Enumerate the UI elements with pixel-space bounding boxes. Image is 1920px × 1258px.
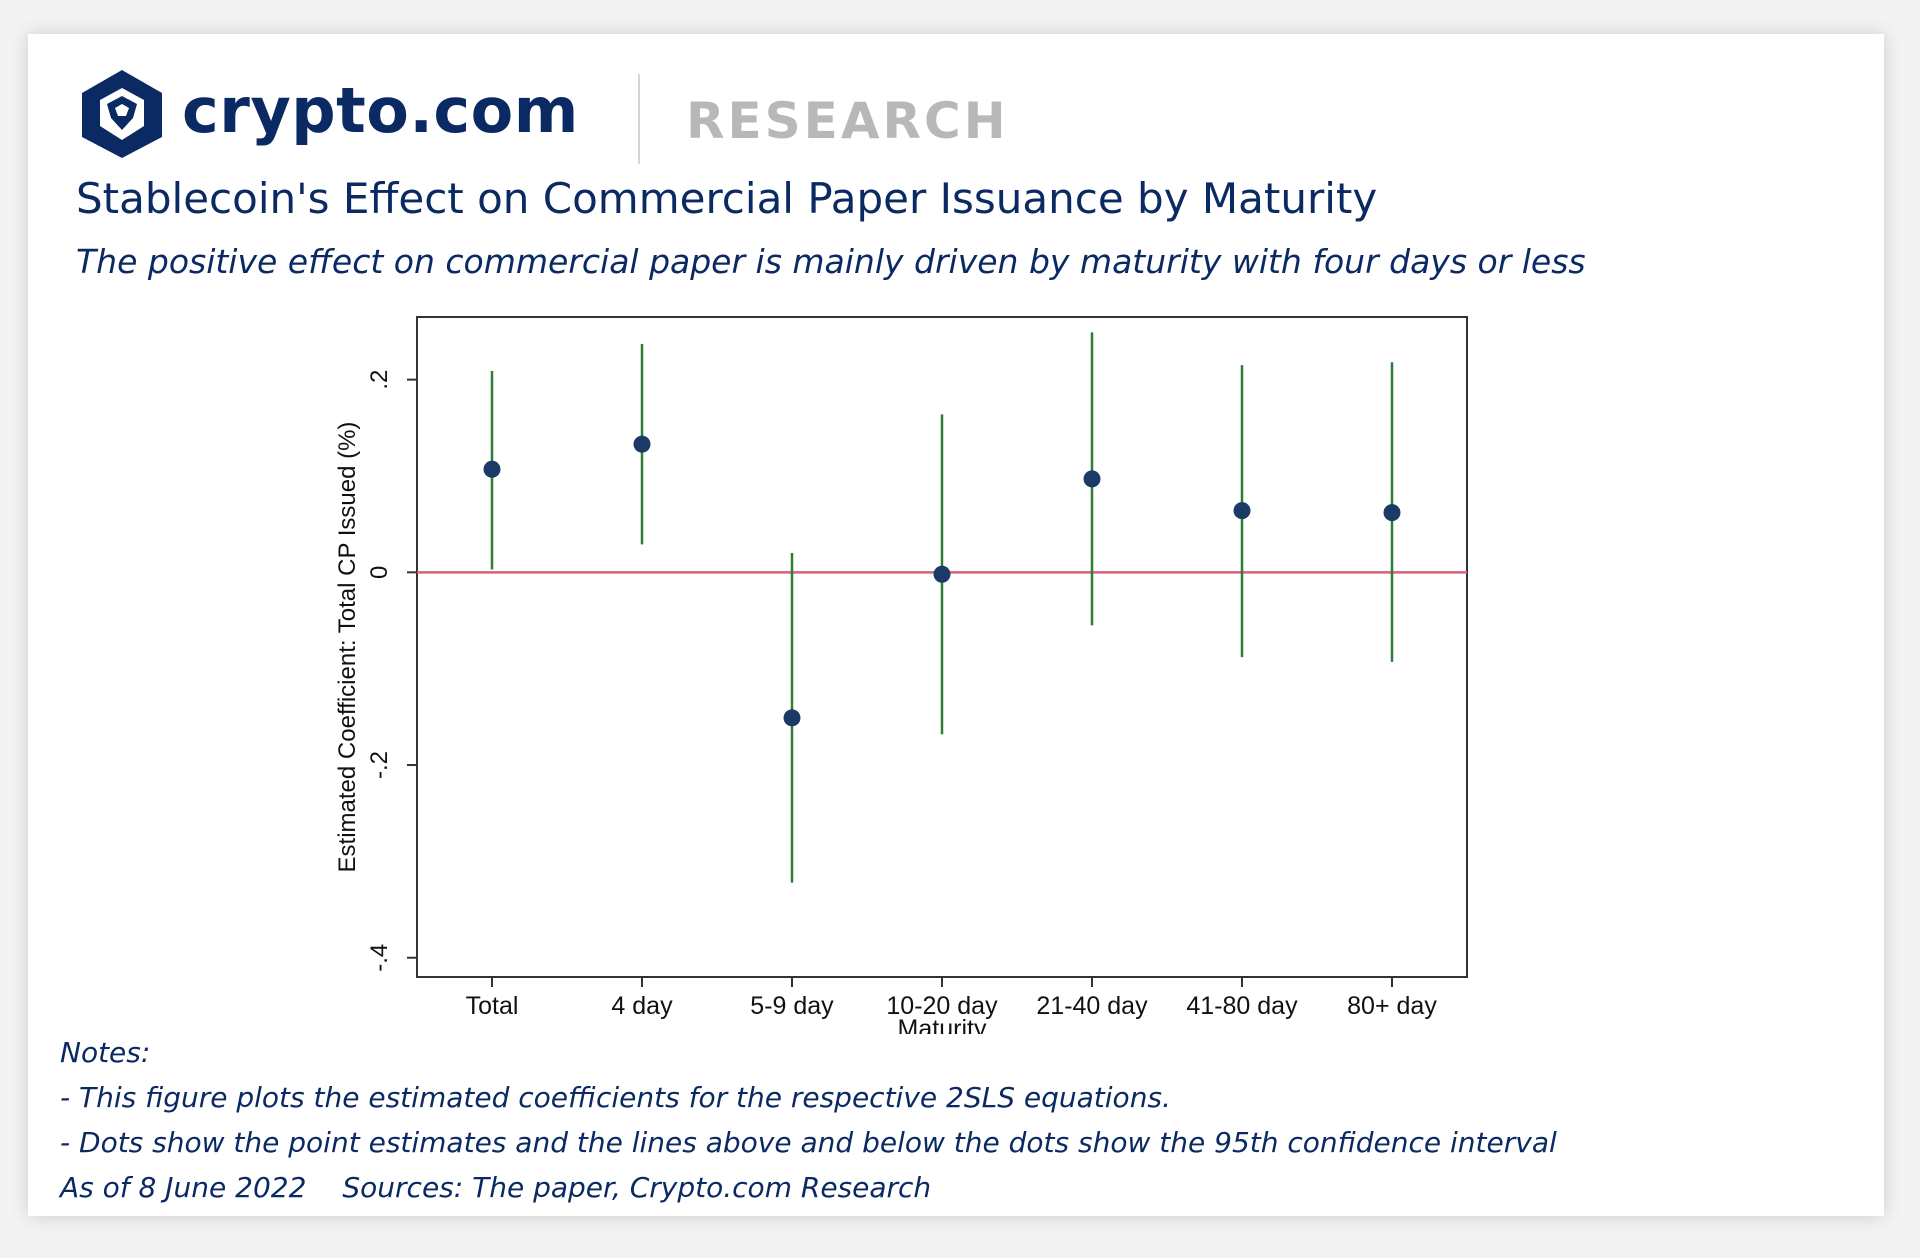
sources: Sources: The paper, Crypto.com Research [342,1171,932,1204]
header: crypto.com RESEARCH [76,68,1276,164]
point-estimate [1233,502,1251,520]
x-tick-label: 5-9 day [750,992,834,1020]
x-axis-label: Maturity [898,1015,987,1034]
x-tick-label: 80+ day [1347,992,1437,1020]
chart-subtitle: The positive effect on commercial paper … [76,242,1586,281]
point-estimate [933,565,951,583]
y-axis: -.4 -.2 0 .2 [366,370,417,972]
y-tick-label: 0 [366,566,393,579]
notes: Notes: - This figure plots the estimated… [60,1030,1557,1210]
notes-heading: Notes: [60,1036,151,1069]
x-tick-label: 41-80 day [1186,992,1298,1020]
y-axis-label: Estimated Coefficient: Total CP Issued (… [334,422,361,873]
x-axis: Total 4 day 5-9 day 10-20 day 21-40 day 41-80… [466,977,1437,1020]
crypto-com-lion-shield-icon [82,70,162,158]
as-of-date: As of 8 June 2022 [60,1171,307,1204]
footer: As of 8 June 2022 Sources: The paper, Cry… [60,1165,1557,1210]
point-estimate [1083,470,1101,488]
chart-marks [417,332,1467,883]
point-estimate [483,460,501,478]
point-estimate [633,435,651,453]
brand-name: crypto.com [182,74,579,147]
y-tick-label: -.2 [366,751,393,779]
x-tick-label: 4 day [611,992,673,1020]
point-estimate [1383,504,1401,522]
y-tick-label: .2 [366,370,393,390]
notes-line: - Dots show the point estimates and the … [60,1126,1557,1159]
x-tick-label: Total [466,992,519,1020]
y-tick-label: -.4 [366,944,393,972]
report-card: crypto.com RESEARCH Stablecoin's Effect … [28,34,1884,1216]
x-tick-label: 21-40 day [1036,992,1148,1020]
header-divider [638,74,640,164]
section-label: RESEARCH [686,92,1009,150]
notes-line: - This figure plots the estimated coeffi… [60,1081,1171,1114]
chart-title: Stablecoin's Effect on Commercial Paper … [76,174,1378,223]
point-estimate [783,709,801,727]
coefficient-chart: -.4 -.2 0 .2 Total 4 day 5-9 day 10-20 day 21-4… [334,316,1468,1034]
x-tick-label: 10-20 day [886,992,998,1020]
